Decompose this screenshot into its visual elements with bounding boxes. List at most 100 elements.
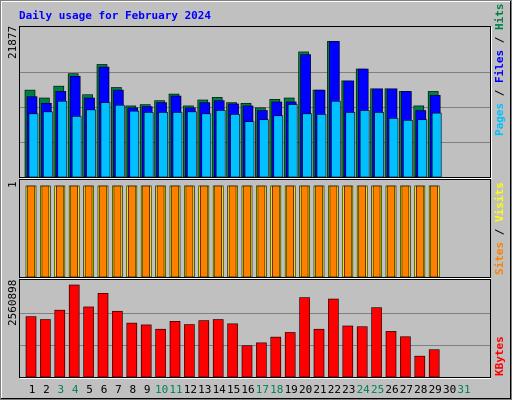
kbytes-bar [40,319,51,378]
kbytes-bar [126,322,138,378]
visits-legend: Visits [493,182,506,222]
kbytes-bar [371,307,382,378]
pages-bar [201,113,212,178]
visits-panel: 1 Sites / Visits [6,179,506,279]
kbytes-bar [313,328,325,378]
day-label: 31 [457,383,470,396]
pages-bar [431,112,442,178]
day-label: 28 [414,383,427,396]
pages-bar [287,104,298,178]
sites-bar [329,185,338,278]
day-label: 13 [198,383,211,396]
pages-bar [215,110,226,178]
sites-bar [214,185,222,278]
kbytes-bar [25,316,37,378]
day-label: 5 [86,383,93,396]
sites-bar [84,185,93,278]
sites-bar [387,185,395,278]
kbytes-bar [112,310,123,378]
sites-bar [113,185,122,278]
sites-bar [185,185,194,278]
kbytes-bar [356,326,368,378]
pages-bar [388,118,399,178]
kbytes-bar [97,292,109,378]
day-label: 8 [129,383,136,396]
kbytes-bar [155,328,166,378]
sites-bar [142,185,150,278]
sites-bar [315,185,323,278]
day-label: 11 [169,383,182,396]
pages-bar [115,104,125,178]
pages-bar [57,101,68,178]
pages-bar [71,116,82,178]
sites-bar [243,185,251,278]
day-label: 4 [72,383,79,396]
pages-bar [86,109,96,178]
sites-bar [415,185,424,278]
kbytes-bar [299,297,310,378]
day-label: 7 [115,383,122,396]
sites-bar [171,185,179,278]
sites-bar [300,185,309,278]
legend-sep: / [493,30,506,50]
sites-bar [55,185,64,278]
kbytes-bar [83,306,94,378]
pages-legend: Pages [493,103,506,136]
sites-bar [358,185,367,278]
kbytes-bar [54,309,66,378]
day-label: 22 [328,383,341,396]
legend-sep: / [493,83,506,103]
kbytes-bar [227,323,238,378]
kbytes-bar [414,355,426,378]
kbytes-bar [342,325,354,378]
sites-bar [99,185,107,278]
pages-bar [259,119,269,178]
day-label: 9 [144,383,151,396]
day-label: 6 [101,383,108,396]
sites-bar [70,185,78,278]
pages-bar [417,119,428,178]
pages-bar [172,112,183,178]
day-label: 23 [342,383,355,396]
day-label: 24 [357,383,371,396]
kbytes-bar [270,336,282,378]
day-label: 14 [213,383,227,396]
pages-bar [244,121,255,178]
pages-bar [374,112,384,178]
day-labels: 1 2 3 4 5 6 7 8 9 10 11 12 13 14 15 16 17 18 19 20 21 22 23 24 2… [29,383,471,396]
kbytes-max-label: 2560898 [6,280,19,326]
sites-bar [41,185,50,278]
kbytes-bar [184,324,195,378]
pages-bar [403,120,413,178]
kbytes-bar [212,319,224,378]
pages-bar [187,111,197,178]
kbytes-bar [400,336,411,378]
day-label: 21 [313,383,326,396]
day-label: 15 [227,383,240,396]
day-label: 26 [385,383,398,396]
pages-bar [100,102,111,178]
sites-bar [228,185,237,278]
sites-bar [156,185,165,278]
day-label: 18 [270,383,283,396]
pages-bar [28,113,39,178]
hits-axis-label: Pages / Files / Hits [493,4,506,137]
pages-bar [302,113,312,178]
visits-max-label: 1 [6,181,19,188]
pages-bar [129,110,140,178]
pages-bar [331,101,341,178]
day-label: 1 [29,383,36,396]
legend-sep: / [493,222,506,242]
pages-bar [316,114,327,178]
pages-bar [273,115,284,178]
pages-bar [345,112,356,178]
kbytes-axis-label: KBytes [493,336,506,376]
day-label: 10 [155,383,168,396]
kbytes-bar [241,345,253,378]
kbytes-bar [140,324,152,378]
kbytes-bar [68,284,80,378]
day-label: 20 [299,383,312,396]
sites-bar [286,185,295,278]
kbytes-bar [328,298,339,378]
